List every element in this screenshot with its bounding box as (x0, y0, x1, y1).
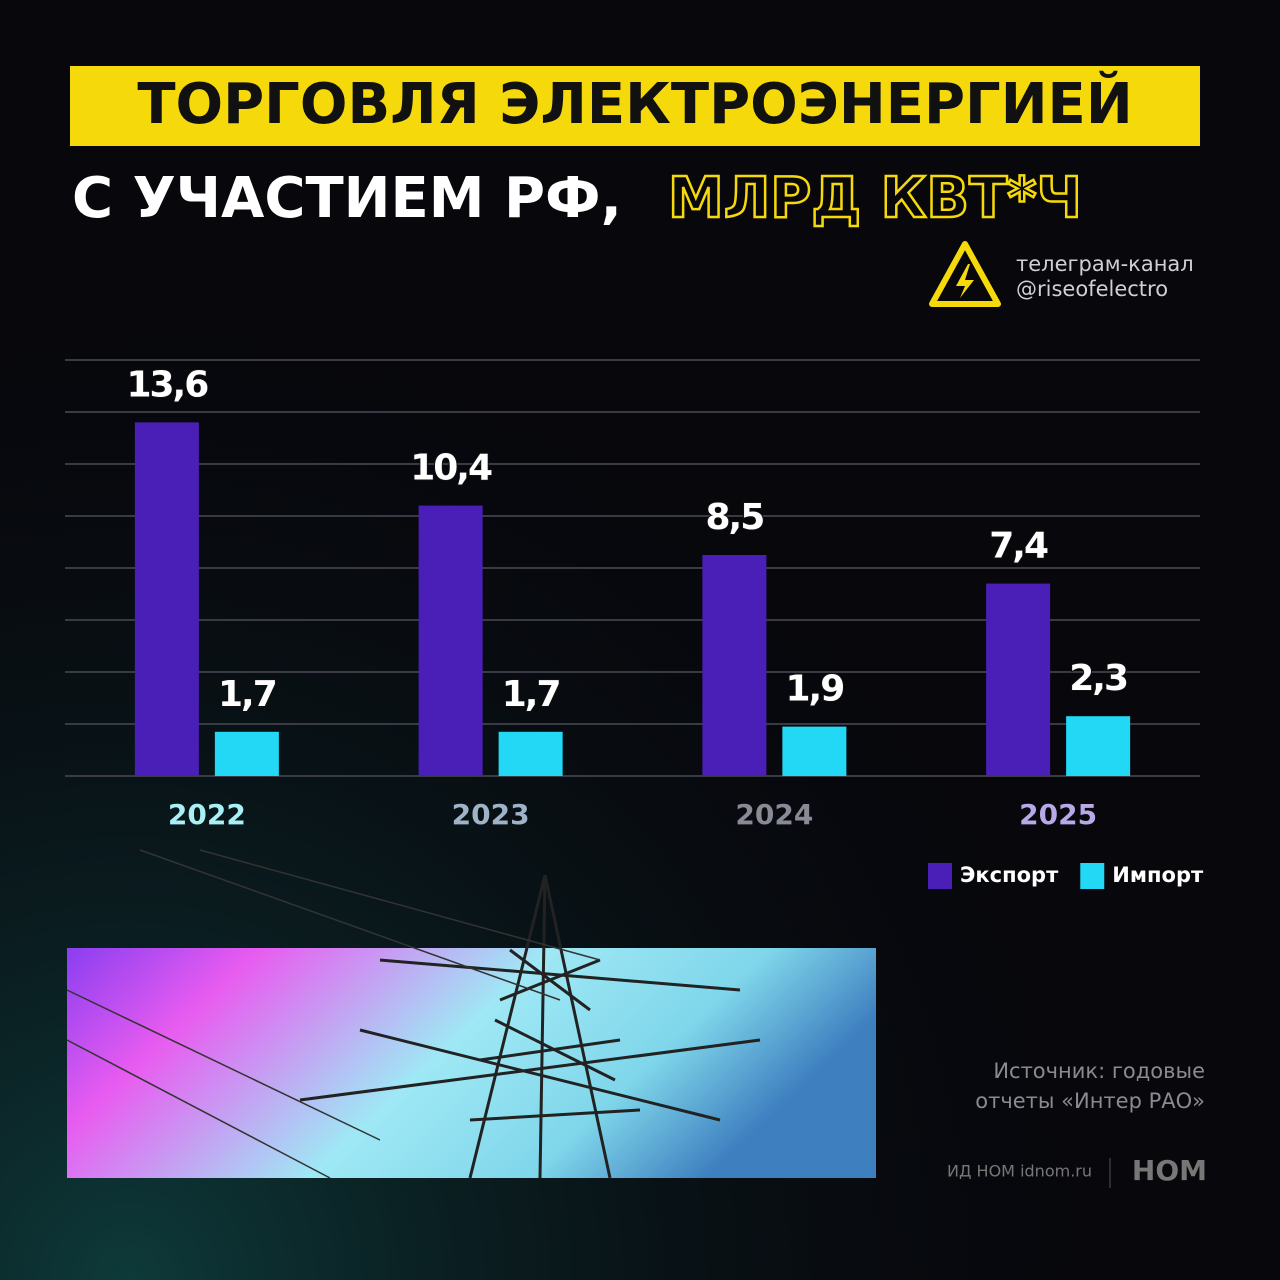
source-line: отчеты «Интер РАО» (975, 1089, 1205, 1113)
warning-icon (929, 241, 1001, 307)
unit-label: МЛРД КВТ*Ч (668, 166, 1082, 231)
photo (66, 849, 876, 1179)
chart-subtitle: С УЧАСТИЕМ РФ, (72, 166, 622, 231)
x-tick-label: 2025 (1019, 798, 1097, 831)
bar (1066, 716, 1131, 776)
legend-label: Импорт (1112, 863, 1204, 887)
bar (418, 505, 483, 776)
chart-title: ТОРГОВЛЯ ЭЛЕКТРОЭНЕРГИЕЙ (137, 71, 1132, 137)
channel-handle: @riseofelectro (1016, 277, 1168, 301)
logo: НОМ (1132, 1154, 1207, 1187)
data-label: 1,7 (502, 674, 560, 715)
bar (134, 422, 199, 776)
data-label: 2,3 (1069, 658, 1127, 699)
data-label: 10,4 (410, 448, 492, 489)
title-box (70, 66, 1200, 146)
footer: ИД НОМ idnom.ru (947, 1162, 1092, 1181)
data-label: 1,9 (785, 669, 843, 710)
legend-swatch (928, 863, 952, 889)
data-label: 8,5 (705, 497, 763, 538)
bar (498, 731, 563, 776)
source-line: Источник: годовые (993, 1059, 1205, 1083)
data-label: 1,7 (218, 674, 276, 715)
legend-label: Экспорт (960, 863, 1059, 887)
x-tick-label: 2024 (735, 798, 813, 831)
bar (782, 726, 847, 776)
channel-label: телеграм-канал (1016, 252, 1194, 276)
bar (214, 731, 279, 776)
x-tick-label: 2022 (168, 798, 246, 831)
data-label: 7,4 (989, 526, 1048, 567)
legend-swatch (1080, 863, 1105, 889)
bar (986, 583, 1051, 776)
bar (702, 555, 767, 776)
x-tick-label: 2023 (452, 798, 530, 831)
data-label: 13,6 (126, 364, 208, 405)
